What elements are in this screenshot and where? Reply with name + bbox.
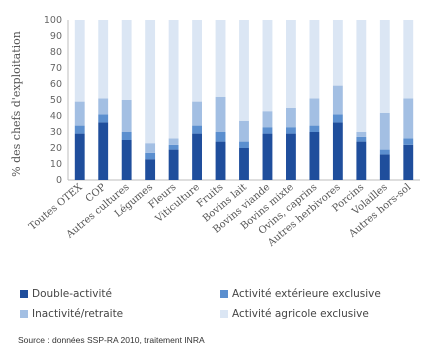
bar-segment [98, 20, 109, 99]
bar-segment [332, 20, 343, 86]
bars [74, 20, 414, 180]
source-note: Source : données SSP-RA 2010, traitement… [18, 335, 205, 345]
bar-segment [403, 144, 414, 180]
bar-segment [168, 149, 179, 180]
bar-segment [98, 114, 109, 123]
bar-segment [262, 133, 273, 180]
bar-segment [121, 100, 132, 132]
bar-segment [145, 143, 156, 153]
bar-segment [379, 149, 390, 155]
bar-segment [74, 125, 85, 134]
bar-segment [286, 133, 296, 180]
bar-segment [403, 98, 414, 139]
bar-segment [403, 20, 414, 99]
bar-segment [239, 120, 249, 142]
bar-segment [121, 132, 132, 140]
y-tick-label: 100 [44, 15, 62, 26]
bar-segment [239, 148, 249, 180]
bar-segment [332, 114, 343, 123]
bar-segment [262, 111, 273, 128]
bar-segment [215, 132, 226, 142]
bar-segment [145, 152, 156, 160]
legend: Double-activité Activité extérieure excl… [20, 288, 420, 324]
bar-segment [239, 20, 249, 121]
bar-segment [379, 112, 390, 150]
bar-segment [356, 132, 367, 137]
bar-segment [239, 141, 249, 148]
stacked-bar-chart: 0 10 20 30 40 50 60 70 80 90 100 Toutes OTEX COPAut… [10, 15, 420, 249]
bar-segment [98, 122, 109, 180]
bar-segment [309, 132, 320, 180]
y-tick-label: 30 [50, 127, 62, 138]
bar-segment [145, 20, 156, 144]
bar-segment [286, 108, 296, 128]
bar-segment [309, 20, 320, 99]
bar-segment [74, 101, 85, 126]
bar-segment [145, 159, 156, 180]
y-tick-label: 10 [50, 159, 62, 170]
legend-swatch [220, 290, 228, 298]
bar-segment [192, 20, 202, 102]
y-tick-label: 80 [50, 47, 62, 58]
bar-segment [168, 20, 179, 139]
legend-label: Activité extérieure exclusive [232, 288, 381, 300]
bar-segment [121, 140, 132, 180]
bar-segment [192, 125, 202, 134]
bar-segment [286, 127, 296, 134]
bar-segment [332, 122, 343, 180]
y-tick-label: 0 [56, 175, 62, 186]
y-axis-label: % des chefs d'exploitation [10, 31, 23, 177]
legend-swatch [20, 310, 28, 318]
legend-item-double-activite: Double-activité [20, 288, 112, 300]
bar-segment [379, 20, 390, 113]
bar-segment [379, 154, 390, 180]
bar-segment [121, 20, 132, 100]
bar-segment [168, 144, 179, 150]
bar-segment [215, 96, 226, 132]
y-tick-label: 70 [50, 63, 62, 74]
y-tick-label: 90 [50, 31, 62, 42]
bar-segment [74, 133, 85, 180]
legend-swatch [220, 310, 228, 318]
legend-label: Double-activité [32, 288, 112, 300]
bar-segment [403, 138, 414, 145]
y-tick-label: 40 [50, 111, 62, 122]
legend-label: Inactivité/retraite [32, 308, 124, 320]
bar-segment [98, 98, 109, 115]
bar-segment [192, 101, 202, 126]
legend-swatch [20, 290, 28, 298]
legend-item-activite-agricole: Activité agricole exclusive [220, 308, 369, 320]
bar-segment [215, 20, 226, 97]
bar-segment [309, 98, 320, 126]
bar-segment [356, 136, 367, 142]
y-tick-label: 20 [50, 143, 62, 154]
y-axis-ticks: 0 10 20 30 40 50 60 70 80 90 100 [44, 15, 62, 186]
bar-segment [356, 141, 367, 180]
legend-item-activite-exterieure: Activité extérieure exclusive [220, 288, 381, 300]
y-tick-label: 60 [50, 79, 62, 90]
legend-item-inactivite-retraite: Inactivité/retraite [20, 308, 123, 320]
bar-segment [356, 20, 367, 132]
legend-label: Activité agricole exclusive [232, 308, 369, 320]
y-tick-label: 50 [50, 95, 62, 106]
bar-segment [262, 20, 273, 112]
bar-segment [309, 125, 320, 132]
bar-segment [168, 138, 179, 145]
bar-segment [192, 133, 202, 180]
bar-segment [74, 20, 85, 102]
bar-segment [262, 127, 273, 134]
bar-segment [215, 141, 226, 180]
bar-segment [332, 85, 343, 115]
bar-segment [286, 20, 296, 108]
